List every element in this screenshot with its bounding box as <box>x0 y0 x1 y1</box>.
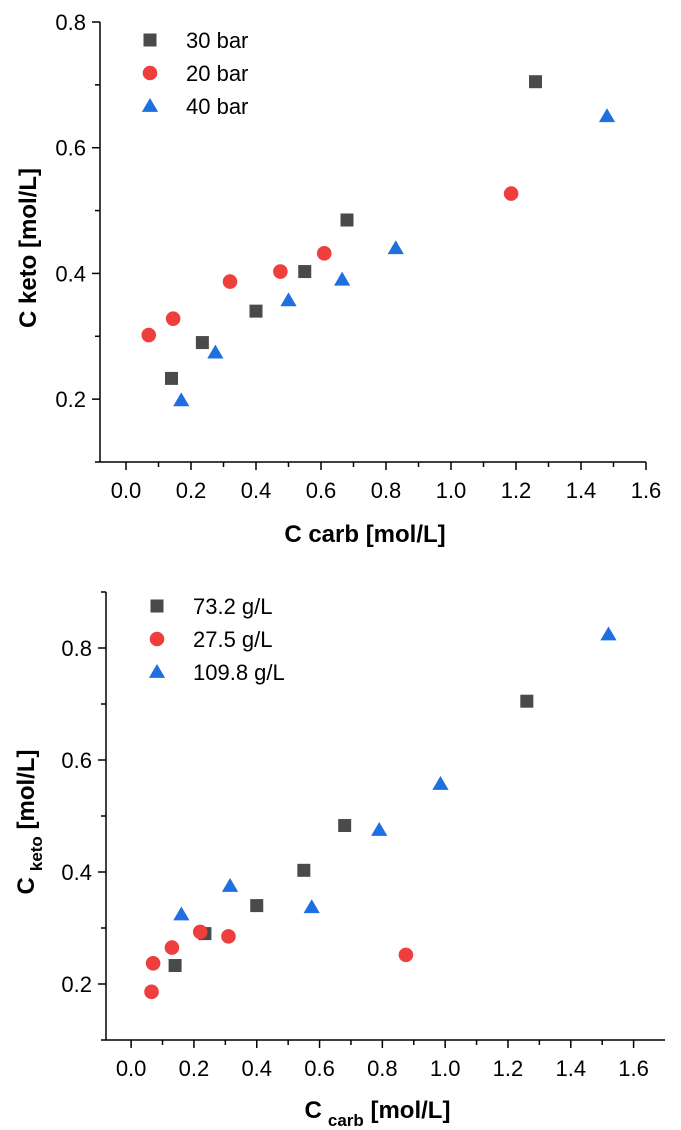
y-tick-label: 0.6 <box>55 136 86 161</box>
data-point <box>168 959 182 973</box>
series-circle <box>141 186 519 343</box>
series-triangle <box>173 108 616 407</box>
data-point <box>164 940 180 955</box>
y-tick-label: 0.2 <box>55 387 86 412</box>
y-axis-title: Cketo [mol/L] <box>13 750 46 895</box>
data-point <box>221 929 236 944</box>
data-point <box>222 274 238 289</box>
series-circle <box>144 924 414 1000</box>
x-tick-label: 0.0 <box>116 1056 147 1081</box>
legend-marker <box>150 599 164 613</box>
data-point <box>280 292 297 307</box>
data-point <box>387 240 404 255</box>
x-tick-label: 0.4 <box>241 1056 272 1081</box>
legend-marker <box>141 97 159 112</box>
x-tick-label: 1.0 <box>430 1056 461 1081</box>
y-tick-label: 0.2 <box>61 972 92 997</box>
x-tick-label: 0.2 <box>176 478 207 503</box>
x-tick-label: 0.0 <box>111 478 142 503</box>
x-tick-label: 0.6 <box>304 1056 335 1081</box>
x-tick-label: 1.4 <box>555 1056 586 1081</box>
data-point <box>165 311 181 326</box>
x-tick-label: 0.2 <box>179 1056 210 1081</box>
y-tick-label: 0.4 <box>55 261 86 286</box>
data-point <box>340 213 354 227</box>
x-tick-label: 1.0 <box>436 478 467 503</box>
data-point <box>173 906 190 921</box>
data-point <box>398 947 414 963</box>
x-axis-title: C carb [mol/L] <box>284 521 445 548</box>
data-point <box>273 264 288 279</box>
legend-label: 40 bar <box>186 94 248 119</box>
data-point <box>334 271 351 286</box>
data-point <box>195 336 209 350</box>
data-point <box>250 899 264 913</box>
y-tick-label: 0.4 <box>61 860 92 885</box>
data-point <box>520 694 534 708</box>
x-tick-label: 1.4 <box>566 478 597 503</box>
x-tick-label: 1.2 <box>501 478 532 503</box>
y-axis-title: C keto [mol/L] <box>15 168 42 328</box>
x-tick-label: 0.8 <box>371 478 402 503</box>
data-point <box>207 344 224 359</box>
legend-label: 109.8 g/L <box>193 660 285 685</box>
x-tick-label: 1.6 <box>631 478 662 503</box>
y-tick-label: 0.8 <box>61 636 92 661</box>
chart-top: 0.0 0.2 0.4 0.6 0.8 1.0 1.2 1.4 1.6 0.2 0.4 0.6 0.8 C… <box>15 10 661 548</box>
legend-marker <box>143 33 157 47</box>
data-point <box>338 819 352 833</box>
chart-bottom: 0.0 0.2 0.4 0.6 0.8 1.0 1.2 1.4 1.6 0.2 0.4 0.6 0.8 C… <box>13 591 665 1130</box>
legend-marker <box>148 663 166 678</box>
data-point <box>297 863 311 877</box>
x-tick-label: 0.8 <box>367 1056 398 1081</box>
legend-label: 20 bar <box>186 61 248 86</box>
data-point <box>298 265 312 279</box>
x-tick-label: 1.6 <box>618 1056 649 1081</box>
legend-label: 73.2 g/L <box>193 594 273 619</box>
data-point <box>598 108 616 123</box>
legend-marker <box>142 65 158 81</box>
legend-label: 30 bar <box>186 28 248 53</box>
data-point <box>432 776 449 790</box>
data-point <box>600 626 617 641</box>
data-point <box>192 924 208 940</box>
data-point <box>249 304 263 318</box>
series-square <box>165 75 542 385</box>
data-point <box>141 327 157 343</box>
data-point <box>144 984 159 1000</box>
x-tick-label: 0.6 <box>306 478 337 503</box>
series-triangle <box>173 626 617 921</box>
data-point <box>221 877 239 892</box>
x-tick-label: 0.4 <box>241 478 272 503</box>
data-point <box>145 955 161 971</box>
data-point <box>316 246 332 261</box>
legend-marker <box>149 631 165 647</box>
data-point <box>165 371 178 385</box>
data-point <box>303 899 320 914</box>
data-point <box>371 821 388 836</box>
data-point <box>173 392 190 407</box>
legend-label: 27.5 g/L <box>193 627 273 652</box>
y-tick-label: 0.8 <box>55 10 86 35</box>
y-tick-label: 0.6 <box>61 748 92 773</box>
data-point <box>529 75 542 89</box>
x-tick-label: 1.2 <box>493 1056 524 1081</box>
data-point <box>503 186 519 201</box>
series-square <box>168 694 534 973</box>
